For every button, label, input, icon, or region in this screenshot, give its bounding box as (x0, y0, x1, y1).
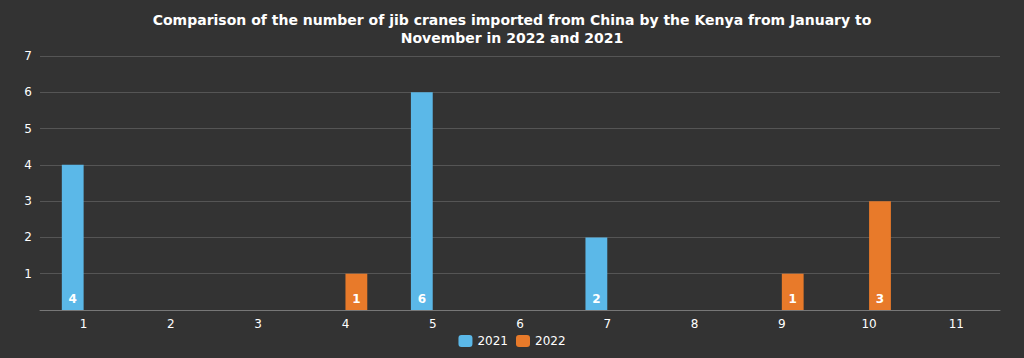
svg-text:11: 11 (949, 317, 964, 331)
svg-text:2022: 2022 (535, 334, 566, 348)
svg-text:3: 3 (254, 317, 262, 331)
svg-text:2021: 2021 (477, 334, 508, 348)
svg-text:10: 10 (861, 317, 876, 331)
svg-text:Comparison of the number of ji: Comparison of the number of jib cranes i… (153, 12, 872, 28)
svg-text:1: 1 (789, 292, 797, 306)
svg-text:1: 1 (80, 317, 88, 331)
svg-text:3: 3 (24, 194, 32, 208)
svg-text:4: 4 (69, 292, 77, 306)
svg-text:8: 8 (691, 317, 699, 331)
svg-text:5: 5 (24, 122, 32, 136)
svg-text:November in 2022 and 2021: November in 2022 and 2021 (401, 30, 624, 46)
svg-text:7: 7 (603, 317, 611, 331)
svg-text:1: 1 (352, 292, 360, 306)
svg-text:3: 3 (876, 292, 884, 306)
svg-text:5: 5 (429, 317, 437, 331)
svg-text:4: 4 (24, 158, 32, 172)
svg-text:6: 6 (24, 85, 32, 99)
svg-text:4: 4 (342, 317, 350, 331)
svg-text:2: 2 (592, 292, 600, 306)
svg-text:6: 6 (516, 317, 524, 331)
svg-text:6: 6 (418, 292, 426, 306)
svg-text:2: 2 (167, 317, 175, 331)
svg-text:1: 1 (24, 267, 32, 281)
svg-text:7: 7 (24, 49, 32, 63)
svg-text:2: 2 (24, 230, 32, 244)
svg-text:9: 9 (778, 317, 786, 331)
